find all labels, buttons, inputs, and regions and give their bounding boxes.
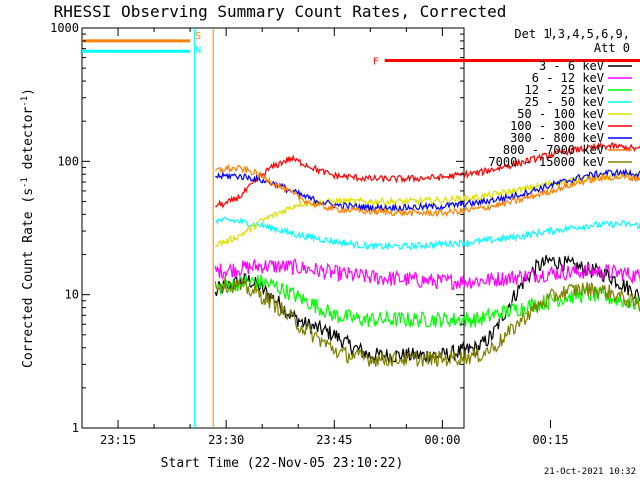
y-tick-label: 1000: [50, 21, 79, 35]
legend-label: 300 - 800 keV: [510, 131, 604, 145]
series-6: [215, 167, 640, 213]
series-line: [214, 254, 640, 365]
series-7: [214, 163, 640, 218]
legend-label: 25 - 50 keV: [525, 95, 604, 109]
series-0: [214, 254, 640, 365]
legend-label: 6 - 12 keV: [532, 71, 604, 85]
N-label: N: [195, 45, 201, 56]
S-label: S: [195, 31, 201, 42]
legend-label: 100 - 300 keV: [510, 119, 604, 133]
series-line: [215, 274, 640, 329]
series-3: [214, 216, 640, 252]
series-line: [214, 276, 640, 367]
legend-header-1: Det 1,3,4,5,6,9,: [514, 27, 630, 41]
x-tick-label: 23:15: [100, 433, 136, 447]
series-4: [214, 171, 640, 248]
timestamp: 21-Oct-2021 10:32: [544, 467, 636, 477]
y-tick-label: 100: [57, 154, 79, 168]
series-line: [215, 167, 640, 213]
series-line: [214, 163, 640, 218]
data-series: [214, 141, 640, 367]
plot-frame: [81, 27, 465, 429]
series-line: [214, 216, 640, 252]
x-tick-label: 23:30: [208, 433, 244, 447]
state-markers: SN F: [82, 28, 640, 428]
x-axis-label: Start Time (22-Nov-05 23:10:22): [161, 456, 404, 471]
y-axis-label: Corrected Count Rate (s-1 detector-1): [20, 88, 36, 368]
legend-header-2: Att 0: [594, 41, 630, 55]
y-tick-label: 10: [65, 288, 79, 302]
legend-label: 3 - 6 keV: [539, 59, 604, 73]
legend-label: 800 - 7000 keV: [503, 143, 604, 157]
y-tick-label: 1: [72, 421, 79, 435]
series-line: [214, 171, 640, 248]
legend-label: 12 - 25 keV: [525, 83, 604, 97]
chart-title: RHESSI Observing Summary Count Rates, Co…: [54, 2, 507, 21]
x-tick-label: 23:45: [316, 433, 352, 447]
x-tick-label: 00:00: [424, 433, 460, 447]
series-1: [214, 257, 640, 291]
series-5: [215, 141, 640, 209]
series-line: [215, 141, 640, 209]
x-tick-label: 00:15: [532, 433, 568, 447]
legend-label: 7000 - 15000 keV: [488, 155, 604, 169]
series-line: [214, 257, 640, 291]
series-8: [214, 276, 640, 367]
axes: 110100100023:1523:3023:4500:0000:1500:30…: [50, 21, 568, 447]
F-label: F: [373, 57, 379, 68]
legend-label: 50 - 100 keV: [517, 107, 604, 121]
series-2: [215, 274, 640, 329]
